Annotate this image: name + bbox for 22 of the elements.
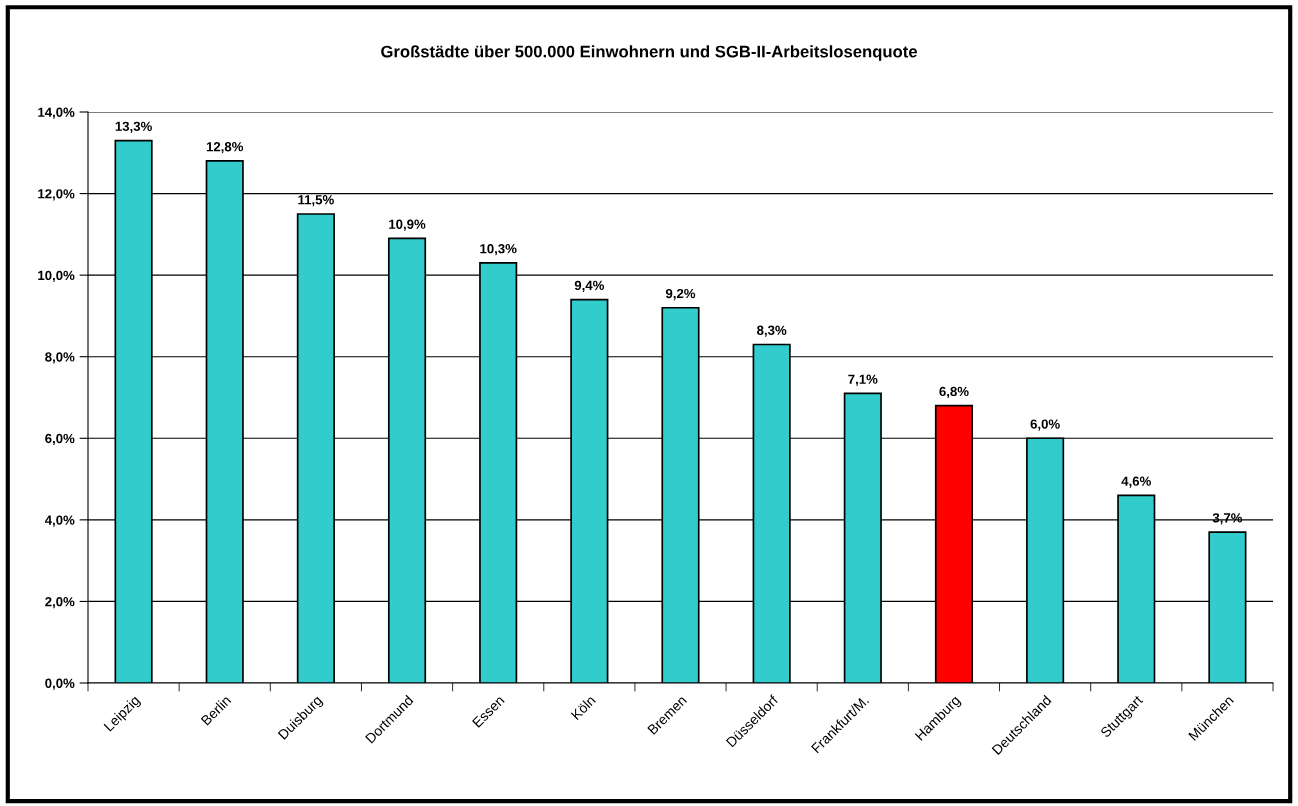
y-tick-label: 0,0%	[45, 678, 75, 690]
data-label: 6,8%	[939, 386, 969, 399]
chart-title: Großstädte über 500.000 Einwohnern und SGB-II-Arbeitslosenquote	[381, 45, 918, 61]
y-tick-label: 8,0%	[45, 352, 75, 364]
y-tick-label: 2,0%	[45, 597, 75, 609]
data-label: 10,9%	[389, 219, 426, 231]
data-label: 4,6%	[1121, 476, 1151, 488]
x-tick-label: Köln	[570, 694, 596, 721]
y-tick-label: 10,0%	[38, 270, 75, 282]
y-tick-label: 6,0%	[45, 433, 75, 446]
data-label: 6,0%	[1030, 419, 1060, 431]
y-tick-label: 4,0%	[44, 515, 75, 527]
data-label: 10,3%	[480, 244, 517, 256]
y-tick-label: 12,0%	[38, 189, 75, 201]
data-label: 9,4%	[574, 280, 605, 292]
data-label: 9,2%	[665, 288, 696, 301]
data-label: 11,5%	[298, 195, 334, 207]
y-tick-label: 14,0%	[38, 107, 75, 119]
data-label: 7,1%	[848, 374, 878, 386]
data-label: 8,3%	[757, 325, 787, 337]
data-label: 13,3%	[115, 121, 152, 133]
data-label: 12,8%	[206, 142, 244, 154]
